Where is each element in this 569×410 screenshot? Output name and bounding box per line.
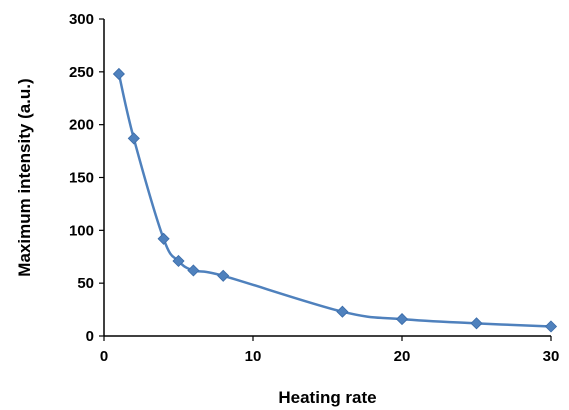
y-tick-label: 50 — [77, 275, 94, 292]
series-line — [117, 73, 552, 328]
y-tick-label: 200 — [69, 117, 94, 134]
x-axis-title: Heating rate — [278, 388, 376, 407]
data-point-marker — [157, 232, 170, 245]
data-markers — [112, 67, 558, 333]
x-tick-label: 20 — [394, 348, 411, 365]
data-point-marker — [336, 305, 349, 318]
y-tick-label: 250 — [69, 64, 94, 81]
y-tick-label: 100 — [69, 222, 94, 239]
y-tick-label: 0 — [86, 328, 94, 345]
y-tick-label: 150 — [69, 170, 94, 187]
data-point-marker — [544, 320, 558, 333]
data-point-marker — [217, 269, 230, 282]
data-point-marker — [172, 254, 185, 268]
data-point-marker — [187, 264, 200, 277]
data-point-marker — [112, 67, 125, 81]
y-tick-label: 300 — [69, 11, 94, 28]
y-axis-title: Maximum intensity (a.u.) — [15, 78, 34, 276]
x-tick-label: 0 — [100, 348, 108, 365]
x-tick-label: 30 — [543, 348, 560, 365]
x-tick-label: 10 — [245, 348, 262, 365]
x-axis-ticks: 0 10 20 30 — [100, 336, 560, 365]
data-point-marker — [127, 132, 140, 145]
data-point-marker — [470, 317, 483, 330]
y-axis-ticks: 0 50 100 150 200 250 300 — [69, 11, 104, 345]
data-point-marker — [395, 313, 409, 326]
